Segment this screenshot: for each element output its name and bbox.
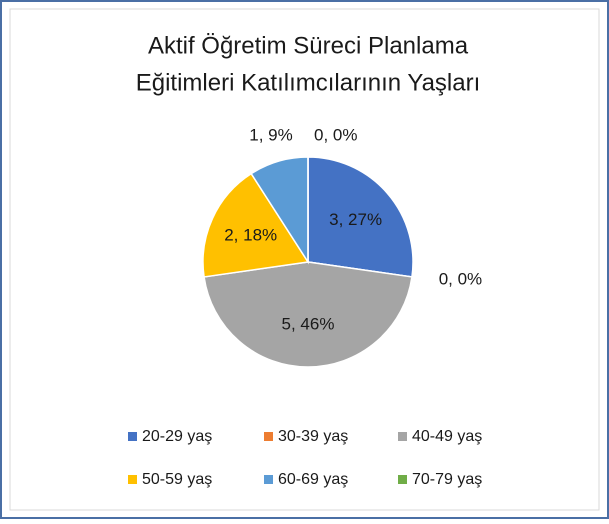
legend-swatch — [128, 475, 137, 484]
legend-label: 30-39 yaş — [278, 428, 348, 445]
data-label: 3, 27% — [329, 210, 382, 229]
legend-swatch — [128, 432, 137, 441]
pie-slice — [203, 261, 413, 368]
pie-slice — [307, 156, 414, 278]
legend-label: 60-69 yaş — [278, 471, 348, 488]
legend-label: 40-49 yaş — [412, 428, 482, 445]
legend-label: 50-59 yaş — [142, 471, 212, 488]
data-label: 0, 0% — [439, 269, 482, 288]
data-label: 5, 46% — [282, 314, 335, 333]
legend-label: 20-29 yaş — [142, 428, 212, 445]
data-label: 1, 9% — [249, 126, 292, 145]
legend-label: 70-79 yaş — [412, 471, 482, 488]
chart-title: Eğitimleri Katılımcılarının Yaşları — [136, 69, 481, 96]
data-label: 2, 18% — [224, 225, 277, 244]
legend-swatch — [264, 432, 273, 441]
chart-title: Aktif Öğretim Süreci Planlama — [148, 32, 469, 59]
legend-swatch — [398, 475, 407, 484]
pie-slice — [202, 172, 310, 278]
legend-swatch — [264, 475, 273, 484]
data-label: 0, 0% — [314, 125, 357, 144]
legend-swatch — [398, 432, 407, 441]
